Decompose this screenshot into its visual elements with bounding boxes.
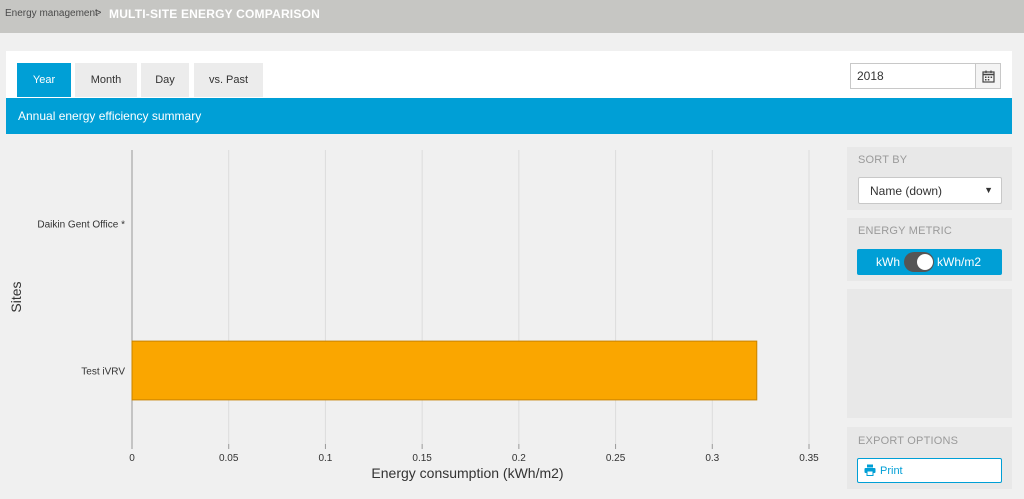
empty-side-box [847, 289, 1012, 418]
energy-metric-toggle[interactable]: kWh kWh/m2 [857, 249, 1002, 275]
x-axis-label: Energy consumption (kWh/m2) [371, 465, 563, 481]
tab-year[interactable]: Year [17, 63, 71, 97]
metric-kwh-label: kWh [876, 255, 900, 269]
site-label: Daikin Gent Office * [37, 220, 125, 231]
page-title: MULTI-SITE ENERGY COMPARISON [109, 7, 320, 21]
export-options-box: EXPORT OPTIONS Print [847, 427, 1012, 489]
calendar-icon [981, 70, 995, 83]
metric-kwh-m2-label: kWh/m2 [937, 255, 982, 269]
chart-panel: 0 0.05 0.1 0.15 0.2 0.25 0.3 0.35 Daikin Gent Of… [6, 147, 838, 489]
y-axis-label: Sites [8, 281, 24, 312]
breadcrumb-parent[interactable]: Energy management [5, 8, 98, 19]
bar-2 [131, 340, 758, 401]
x-tick-label: 0.15 [412, 453, 432, 464]
x-tick-label: 0.3 [705, 453, 719, 464]
x-tick-label: 0 [129, 453, 135, 464]
sort-select-value: Name (down) [870, 184, 943, 198]
energy-metric-box: ENERGY METRIC kWh kWh/m2 [847, 218, 1012, 281]
sort-by-box: SORT BY Name (down) ▼ [847, 147, 1012, 210]
export-options-title: EXPORT OPTIONS [858, 435, 959, 447]
x-tick-label: 0.25 [606, 453, 626, 464]
toggle-switch[interactable] [904, 252, 934, 272]
energy-bar-chart: 0 0.05 0.1 0.15 0.2 0.25 0.3 0.35 Daikin Gent Of… [6, 147, 838, 489]
banner-title: Annual energy efficiency summary [18, 109, 202, 123]
summary-banner: Annual energy efficiency summary [6, 98, 1012, 134]
x-tick-label: 0.35 [799, 453, 819, 464]
breadcrumb-separator: > [95, 7, 102, 19]
print-button[interactable]: Print [857, 458, 1002, 483]
tab-month[interactable]: Month [75, 63, 137, 97]
sort-by-title: SORT BY [858, 154, 908, 166]
tab-day[interactable]: Day [141, 63, 189, 97]
toggle-knob [917, 254, 933, 270]
tab-vs-past[interactable]: vs. Past [194, 63, 263, 97]
energy-metric-title: ENERGY METRIC [858, 225, 953, 237]
printer-icon [864, 464, 876, 476]
x-tick-label: 0.2 [512, 453, 526, 464]
x-tick-label: 0.1 [318, 453, 332, 464]
top-bar: Energy management > MULTI-SITE ENERGY CO… [0, 0, 1024, 33]
calendar-button[interactable] [975, 63, 1001, 89]
site-label: Test iVRV [81, 367, 125, 378]
print-label: Print [880, 465, 903, 477]
x-tick-label: 0.05 [219, 453, 239, 464]
sort-select[interactable]: Name (down) ▼ [858, 177, 1002, 204]
year-input[interactable] [850, 63, 976, 89]
caret-down-icon: ▼ [984, 185, 993, 195]
